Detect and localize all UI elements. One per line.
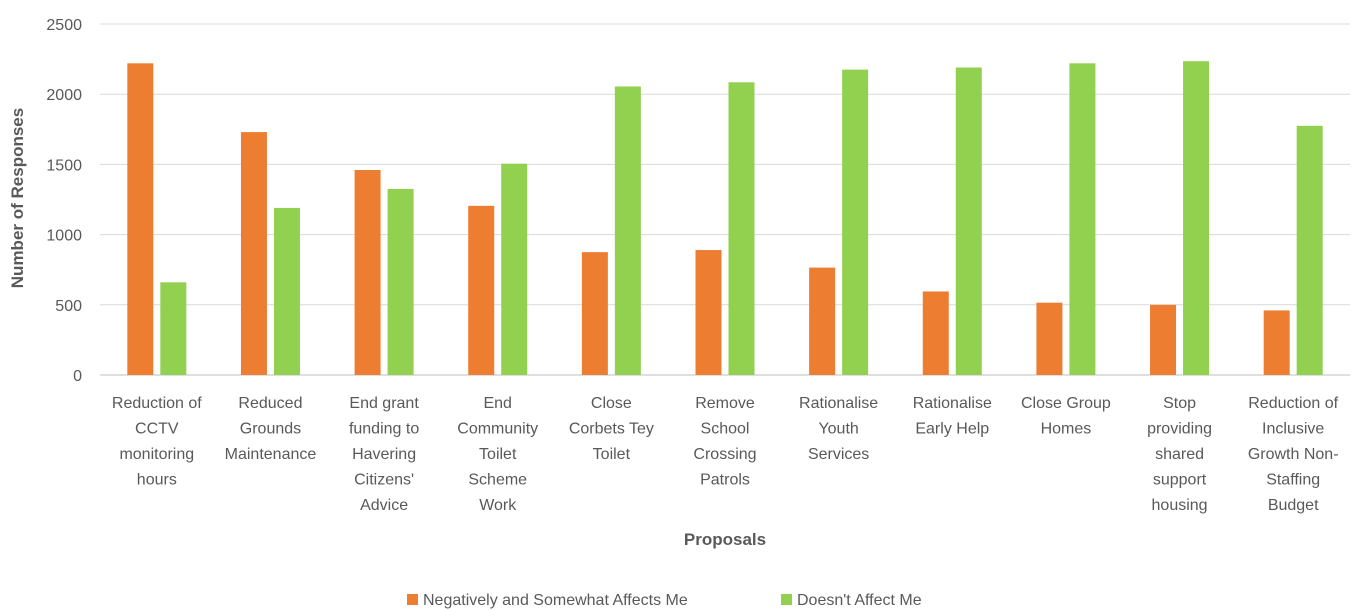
bars xyxy=(127,61,1323,376)
bar-doesnt-affect xyxy=(728,82,755,376)
x-category-label: Reduced Grounds Maintenance xyxy=(225,395,317,463)
legend-swatch xyxy=(407,594,418,605)
bar-negatively-affects xyxy=(468,205,495,375)
x-category-label: End Community Toilet Scheme Work xyxy=(457,395,538,514)
bar-doesnt-affect xyxy=(955,67,982,376)
legend-label: Negatively and Somewhat Affects Me xyxy=(423,592,688,609)
bar-doesnt-affect xyxy=(273,207,300,375)
y-tick-label: 500 xyxy=(55,298,82,315)
x-axis-categories: Reduction of CCTV monitoring hours Reduced Gr… xyxy=(112,395,1339,514)
x-category-label: End grant funding to Havering Citizens' Advi… xyxy=(349,395,419,514)
x-category-label: Reduction of CCTV monitoring hours xyxy=(112,395,202,489)
bar-doesnt-affect xyxy=(614,86,641,375)
x-category-label: Reduction of Inclusive Growth Non-Staffing… xyxy=(1248,395,1339,514)
y-tick-label: 2500 xyxy=(46,17,82,34)
bar-negatively-affects xyxy=(240,132,267,375)
x-category-label: Stop providing shared support housing xyxy=(1147,395,1212,514)
bar-doesnt-affect xyxy=(1183,61,1210,376)
legend: Negatively and Somewhat Affects Me Doesn'… xyxy=(407,592,922,609)
y-axis-ticks: 0 500 1000 1500 2000 2500 xyxy=(46,17,82,385)
bar-negatively-affects xyxy=(1150,304,1177,375)
x-category-label: Rationalise Early Help xyxy=(913,395,992,438)
bar-negatively-affects xyxy=(1263,310,1290,375)
y-tick-label: 2000 xyxy=(46,87,82,104)
bar-doesnt-affect xyxy=(501,163,528,375)
x-category-label: Close Corbets Tey Toilet xyxy=(569,395,654,463)
y-axis-title: Number of Responses xyxy=(8,108,27,288)
gridlines xyxy=(100,23,1350,376)
y-tick-label: 1500 xyxy=(46,157,82,174)
bar-negatively-affects xyxy=(1036,302,1063,375)
bar-negatively-affects xyxy=(127,63,154,375)
y-tick-label: 0 xyxy=(73,368,82,385)
bar-negatively-affects xyxy=(922,291,949,375)
x-axis-title: Proposals xyxy=(684,530,766,549)
bar-doesnt-affect xyxy=(160,282,187,375)
bar-doesnt-affect xyxy=(1296,125,1323,375)
x-category-label: Remove School Crossing Patrols xyxy=(693,395,756,489)
bar-negatively-affects xyxy=(354,170,381,375)
legend-label: Doesn't Affect Me xyxy=(797,592,922,609)
y-tick-label: 1000 xyxy=(46,228,82,245)
bar-doesnt-affect xyxy=(387,188,414,375)
bar-negatively-affects xyxy=(695,250,722,375)
bar-negatively-affects xyxy=(581,252,608,375)
bar-doesnt-affect xyxy=(1069,63,1096,375)
x-category-label: Rationalise Youth Services xyxy=(799,395,878,463)
bar-negatively-affects xyxy=(809,267,836,375)
legend-swatch xyxy=(781,594,792,605)
bar-doesnt-affect xyxy=(842,69,869,375)
x-category-label: Close Group Homes xyxy=(1021,395,1111,438)
